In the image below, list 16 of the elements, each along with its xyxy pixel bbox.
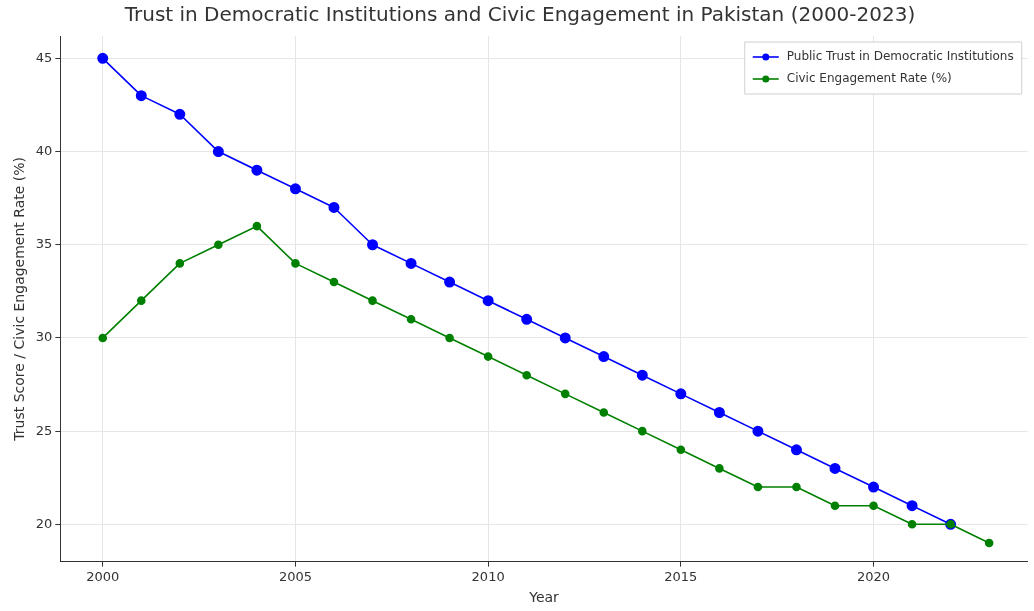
y-tick-label: 30 <box>35 329 53 345</box>
y-tick-label: 20 <box>35 515 53 531</box>
legend-label: Public Trust in Democratic Institutions <box>786 49 1014 64</box>
x-tick-label: 2010 <box>471 568 505 584</box>
y-tick-label: 25 <box>35 422 53 438</box>
y-tick-label: 45 <box>35 49 53 65</box>
x-axis-title: Year <box>528 589 560 606</box>
chart-title: Trust in Democratic Institutions and Civic Engagement in Pakistan (2000-2023) <box>123 2 916 27</box>
y-tick-label: 40 <box>35 142 53 158</box>
legend-label: Civic Engagement Rate (%) <box>786 71 952 86</box>
y-tick-label: 35 <box>35 236 53 252</box>
x-tick-label: 2000 <box>86 568 120 584</box>
x-tick-label: 2020 <box>856 568 891 584</box>
x-tick-label: 2005 <box>278 568 312 584</box>
y-axis-title: Trust Score / Civic Engagement Rate (%) <box>11 156 28 442</box>
x-tick-label: 2015 <box>664 568 698 584</box>
